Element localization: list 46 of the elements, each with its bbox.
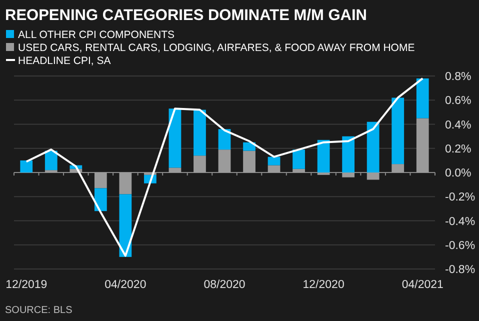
chart-title: REOPENING CATEGORIES DOMINATE M/M GAIN bbox=[5, 7, 367, 24]
y-tick-label: 0.6% bbox=[445, 95, 472, 108]
bar bbox=[268, 156, 280, 166]
x-tick-label: 08/2020 bbox=[204, 279, 246, 291]
bar bbox=[194, 156, 206, 172]
y-tick-label: -0.6% bbox=[445, 240, 476, 252]
bar bbox=[44, 150, 58, 170]
bar bbox=[366, 122, 380, 172]
legend-label: HEADLINE CPI, SA bbox=[18, 55, 111, 67]
bar bbox=[268, 165, 280, 172]
x-tick-label: 04/2020 bbox=[104, 279, 146, 291]
y-tick-label: 0.0% bbox=[445, 168, 472, 180]
bar bbox=[94, 172, 107, 188]
bar bbox=[392, 98, 404, 164]
y-tick-label: 0.2% bbox=[445, 143, 472, 156]
bar bbox=[119, 172, 132, 194]
bar bbox=[243, 150, 256, 172]
bar bbox=[392, 164, 404, 172]
bar bbox=[243, 142, 256, 151]
bar bbox=[94, 188, 107, 212]
y-tick-label: -0.8% bbox=[445, 264, 476, 276]
y-tick-label: -0.4% bbox=[445, 216, 476, 228]
source-note: SOURCE: BLS bbox=[5, 305, 73, 316]
bar bbox=[416, 78, 429, 118]
x-tick-label: 12/2020 bbox=[302, 279, 344, 291]
y-tick-label: 0.8% bbox=[445, 71, 472, 83]
bar bbox=[168, 168, 182, 172]
bar bbox=[292, 168, 305, 172]
bar bbox=[218, 150, 231, 172]
bar bbox=[194, 110, 206, 156]
legend-label: USED CARS, RENTAL CARS, LODGING, AIRFARES, & FOOD AWAY FROM HOME bbox=[18, 42, 415, 54]
bar bbox=[342, 172, 355, 178]
x-tick-label: 04/2021 bbox=[402, 279, 444, 291]
bar bbox=[218, 129, 231, 150]
x-tick-label: 12/2019 bbox=[6, 279, 48, 291]
bar bbox=[20, 160, 33, 172]
y-tick-label: -0.2% bbox=[445, 192, 476, 204]
bar bbox=[366, 172, 380, 180]
line-series bbox=[25, 77, 424, 257]
bar bbox=[292, 150, 305, 169]
legend-label: ALL OTHER CPI COMPONENTS bbox=[18, 29, 175, 41]
bar bbox=[342, 136, 355, 172]
y-tick-label: 0.4% bbox=[445, 119, 472, 132]
bar bbox=[416, 118, 429, 172]
bar bbox=[168, 108, 182, 168]
bar bbox=[317, 140, 330, 172]
